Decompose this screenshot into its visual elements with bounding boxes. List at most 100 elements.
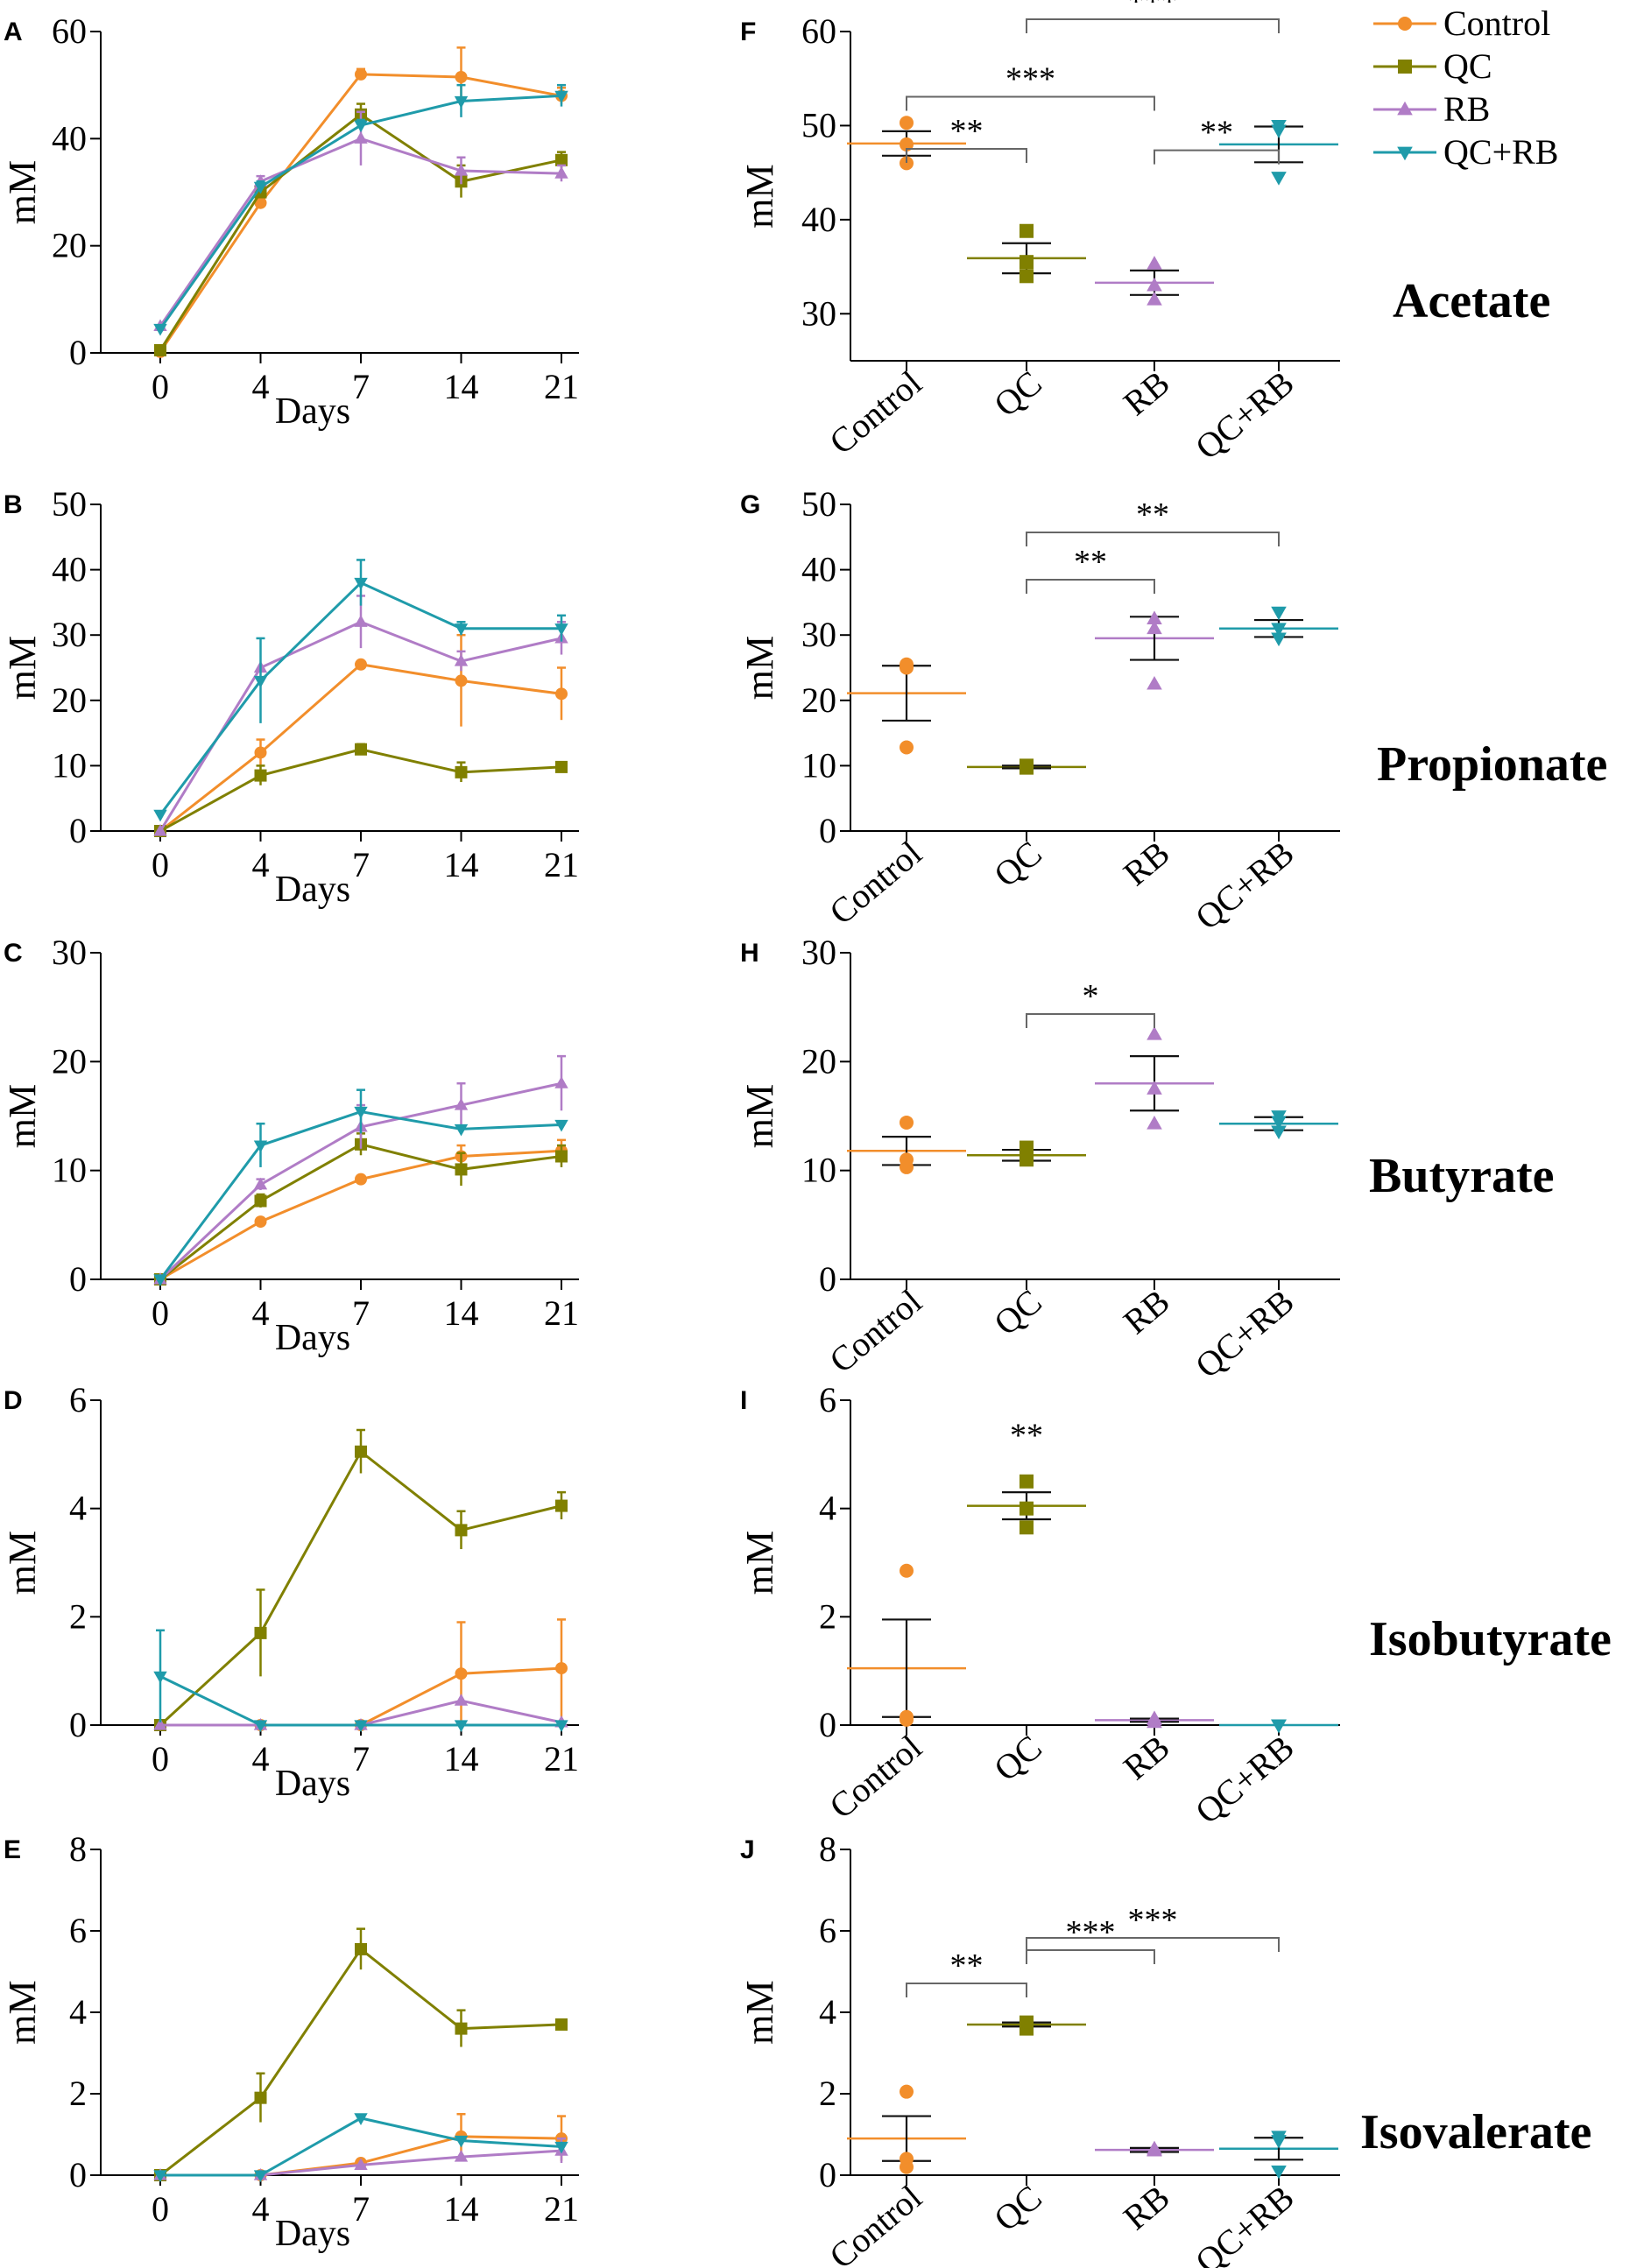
data-point bbox=[1020, 269, 1034, 284]
significance-bracket: ** bbox=[906, 1948, 1027, 1997]
data-point bbox=[900, 1115, 914, 1130]
data-point bbox=[1147, 1081, 1162, 1095]
panel-a: A 0 20 40 60 0 4 7 14 21 Days mM bbox=[1, 11, 579, 432]
x-tick-label: 0 bbox=[152, 845, 169, 884]
data-point bbox=[555, 2018, 568, 2031]
y-axis-title: mM bbox=[1, 1531, 44, 1595]
data-point bbox=[153, 1671, 167, 1684]
group-control bbox=[847, 657, 966, 755]
data-point bbox=[900, 156, 914, 171]
bracket-line bbox=[906, 1983, 1027, 1997]
data-point bbox=[554, 623, 568, 636]
panel-label: F bbox=[740, 18, 756, 46]
x-tick-label: QC bbox=[986, 833, 1049, 894]
group-qc bbox=[967, 2015, 1086, 2036]
significance-bracket: *** bbox=[906, 61, 1155, 111]
y-tick-label: 0 bbox=[69, 811, 87, 850]
y-tick-label: 0 bbox=[69, 2155, 87, 2194]
data-point bbox=[554, 90, 568, 103]
data-point bbox=[555, 687, 568, 701]
x-tick-label: RB bbox=[1116, 833, 1177, 893]
data-point bbox=[253, 675, 268, 688]
series-line bbox=[159, 1675, 561, 1727]
data-point bbox=[555, 760, 568, 773]
y-tick-label: 6 bbox=[819, 1911, 836, 1950]
data-point bbox=[1020, 758, 1034, 773]
x-tick-label: 7 bbox=[352, 1293, 370, 1333]
significance-label: ** bbox=[950, 1948, 984, 1984]
data-point bbox=[355, 743, 367, 756]
data-point bbox=[900, 1563, 914, 1578]
data-point bbox=[1147, 620, 1162, 635]
data-point bbox=[1271, 1719, 1287, 1734]
group-qc-plus-rb bbox=[1219, 2131, 1338, 2180]
panel-i: I 0 2 4 6 Control QC RB QC+RB mM ** bbox=[738, 1380, 1340, 1831]
y-tick-label: 6 bbox=[819, 1380, 836, 1419]
x-tick-label: 14 bbox=[444, 845, 479, 884]
data-point bbox=[354, 2113, 368, 2125]
significance-bracket: ** bbox=[906, 113, 1027, 163]
data-point bbox=[454, 1694, 469, 1706]
bracket-line bbox=[1026, 579, 1155, 594]
x-tick-label: Control bbox=[822, 1727, 929, 1826]
x-tick-label: QC bbox=[986, 2177, 1049, 2238]
data-point bbox=[254, 196, 267, 209]
data-point bbox=[355, 658, 367, 671]
data-point bbox=[555, 1499, 568, 1512]
x-tick-label: 4 bbox=[252, 1293, 270, 1333]
y-tick-label: 40 bbox=[52, 550, 87, 589]
series-qc bbox=[154, 743, 568, 837]
series-line bbox=[159, 1149, 562, 1281]
y-tick-label: 10 bbox=[52, 745, 87, 785]
panel-c: C 0 10 20 30 0 4 7 14 21 Days mM bbox=[1, 933, 579, 1358]
data-point bbox=[253, 1720, 268, 1733]
group-control bbox=[847, 1563, 966, 1727]
y-tick-label: 10 bbox=[801, 745, 836, 785]
x-tick-label: 14 bbox=[444, 1739, 479, 1778]
y-tick-label: 60 bbox=[52, 11, 87, 51]
data-point bbox=[554, 1119, 568, 1132]
data-point bbox=[355, 1173, 367, 1186]
data-point bbox=[455, 674, 468, 687]
y-tick-label: 6 bbox=[69, 1380, 87, 1419]
group-rb bbox=[1095, 256, 1214, 306]
series-rb bbox=[153, 595, 568, 836]
x-tick-label: RB bbox=[1116, 1727, 1177, 1787]
legend-label: Control bbox=[1443, 4, 1550, 43]
group-control bbox=[847, 2084, 966, 2174]
group-qc bbox=[967, 758, 1086, 775]
significance-label: ** bbox=[1074, 544, 1107, 581]
y-tick-label: 20 bbox=[52, 226, 87, 265]
data-point bbox=[354, 2158, 368, 2170]
significance-bracket: ** bbox=[1154, 115, 1280, 165]
x-axis-title: Days bbox=[275, 2214, 350, 2254]
y-axis-title: mM bbox=[1, 160, 44, 224]
y-axis-title: mM bbox=[1, 1980, 44, 2044]
data-point bbox=[1147, 2140, 1162, 2155]
panel-label: I bbox=[740, 1386, 747, 1415]
x-tick-label: 4 bbox=[252, 1739, 270, 1778]
significance-label: *** bbox=[1128, 1902, 1178, 1939]
group-rb bbox=[1095, 610, 1214, 690]
x-tick-label: QC bbox=[986, 363, 1049, 424]
data-point bbox=[900, 137, 914, 151]
data-point bbox=[254, 1215, 267, 1229]
y-axis-title: mM bbox=[738, 164, 781, 228]
x-tick-label: Control bbox=[822, 2177, 929, 2268]
y-tick-label: 4 bbox=[819, 1489, 836, 1528]
data-point bbox=[153, 2170, 167, 2183]
data-point bbox=[900, 1709, 914, 1724]
data-point bbox=[253, 2170, 268, 2183]
data-point bbox=[153, 809, 167, 822]
group-qc-plus-rb bbox=[1219, 606, 1338, 647]
legend-label: QC bbox=[1443, 46, 1492, 86]
x-tick-label: 14 bbox=[444, 367, 479, 406]
y-axis-title: mM bbox=[738, 1980, 781, 2044]
panel-label: D bbox=[4, 1386, 23, 1415]
series-control bbox=[154, 46, 568, 358]
x-axis-title: Days bbox=[275, 1764, 350, 1804]
data-point bbox=[254, 1626, 267, 1639]
data-point bbox=[1020, 1140, 1034, 1155]
metabolite-label: Isobutyrate bbox=[1369, 1612, 1612, 1666]
